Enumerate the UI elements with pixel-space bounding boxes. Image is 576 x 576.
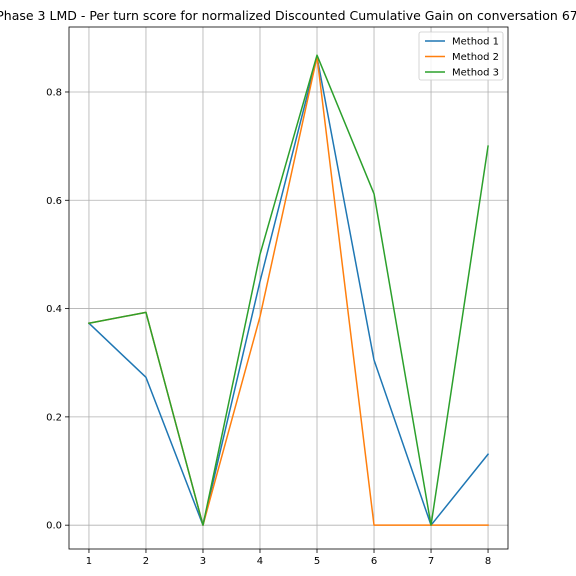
y-tick-label: 0.4: [46, 304, 62, 315]
x-tick-label: 7: [428, 556, 434, 567]
x-tick-label: 4: [257, 556, 263, 567]
series-lines: [87, 54, 490, 526]
x-tick-label: 2: [143, 556, 149, 567]
x-tick-label: 6: [371, 556, 377, 567]
y-tick-label: 0.6: [46, 196, 62, 207]
series-line-method-1: [87, 56, 490, 526]
chart-title: Phase 3 LMD - Per turn score for normali…: [0, 8, 576, 23]
x-tick-label: 3: [200, 556, 206, 567]
legend-label-method-1: Method 1: [452, 37, 499, 48]
y-tick-label: 0.8: [46, 87, 62, 98]
y-tick-label: 0.0: [46, 521, 62, 532]
axis-ticks: 1 2 3 4 5 6 7 8 0.0 0.2 0.4 0.6 0.8: [46, 87, 491, 567]
x-tick-label: 5: [314, 556, 320, 567]
legend-box: [418, 31, 504, 81]
legend-label-method-2: Method 2: [452, 52, 499, 63]
x-tick-label: 8: [485, 556, 491, 567]
series-line-method-2: [88, 56, 489, 526]
y-tick-label: 0.2: [46, 412, 62, 423]
plot-area: [68, 26, 509, 550]
series-line-method-3: [88, 54, 489, 526]
legend: Method 1 Method 2 Method 3: [418, 31, 504, 81]
grid: [69, 27, 508, 549]
x-tick-label: 1: [86, 556, 92, 567]
legend-label-method-3: Method 3: [452, 68, 499, 79]
